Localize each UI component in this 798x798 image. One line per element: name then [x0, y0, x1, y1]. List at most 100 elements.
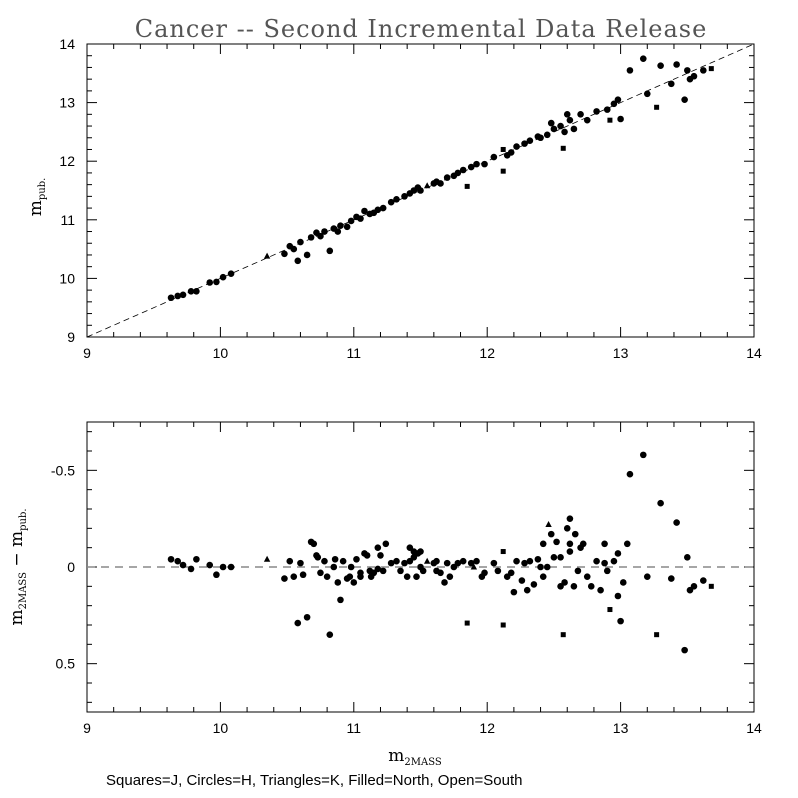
top-point-circle — [681, 96, 688, 103]
bottom-point-circle — [187, 565, 195, 573]
top-point-circle — [657, 62, 664, 69]
top-point-triangle — [263, 252, 271, 259]
bottom-point-circle — [603, 567, 611, 575]
bottom-point-circle — [417, 548, 424, 555]
bottom-point-circle — [643, 573, 651, 580]
bottom-point-circle — [454, 559, 462, 567]
bottom-xlabel-main: m — [388, 746, 404, 766]
bottom-xlabel-sub: 2MASS — [404, 757, 441, 768]
bottom-point-circle — [297, 559, 304, 567]
bottom-point-square — [500, 549, 506, 555]
bottom-point-circle — [571, 530, 579, 538]
bottom-point-circle — [167, 555, 175, 563]
bottom-point-circle — [553, 538, 560, 546]
bottom-point-circle — [681, 646, 688, 654]
bottom-point-circle — [530, 581, 538, 588]
bottom-point-circle — [326, 631, 334, 638]
bottom-point-circle — [539, 573, 547, 580]
bottom-point-circle — [593, 557, 600, 565]
top-point-circle — [206, 279, 214, 286]
bottom-point-circle — [623, 540, 631, 548]
bottom-point-circle — [614, 592, 622, 600]
bottom-point-circle — [337, 596, 344, 604]
bottom-point-circle — [321, 557, 328, 565]
bottom-point-circle — [617, 617, 624, 625]
bottom-point-triangle — [423, 557, 431, 564]
bottom-point-circle — [294, 619, 302, 627]
top-point-circle — [577, 111, 584, 118]
bottom-point-circle — [374, 565, 382, 573]
top-point-circle — [513, 143, 520, 150]
bottom-point-circle — [357, 573, 364, 580]
top-point-circle — [481, 160, 488, 168]
top-point-circle — [307, 234, 315, 241]
top-point-circle — [379, 204, 387, 212]
bottom-point-triangle — [470, 563, 478, 570]
top-point-circle — [387, 198, 395, 206]
top-point-circle — [417, 187, 424, 194]
bottom-point-circle — [174, 557, 182, 565]
bottom-ylabel: m2MASS − mpub. — [7, 508, 29, 625]
top-point-circle — [473, 160, 480, 168]
bottom-point-circle — [367, 573, 375, 580]
bottom-point-circle — [213, 571, 220, 579]
bottom-point-circle — [433, 567, 440, 575]
bottom-point-circle — [526, 557, 534, 565]
bottom-point-circle — [382, 540, 390, 548]
top-point-circle — [290, 245, 298, 253]
bottom-point-triangle — [545, 520, 552, 527]
top-axis-ticks: 9 10 11 12 13 14 9 10 11 12 13 14 — [59, 36, 762, 361]
top-point-square — [708, 66, 714, 72]
bottom-point-circle — [557, 583, 564, 590]
bottom-point-circle — [179, 561, 187, 569]
bottom-point-square — [607, 607, 613, 613]
bottom-point-circle — [377, 552, 384, 559]
bottom-point-circle — [346, 573, 354, 580]
bottom-point-circle — [374, 544, 382, 551]
bottom-point-circle — [579, 540, 587, 548]
top-point-circle — [167, 294, 175, 302]
bottom-point-circle — [363, 552, 371, 559]
top-y-tick-label: 9 — [67, 329, 75, 345]
top-point-circle — [459, 166, 467, 174]
bottom-point-circle — [387, 559, 395, 567]
bottom-point-circle — [684, 554, 691, 561]
bottom-point-circle — [601, 540, 608, 548]
top-point-circle — [507, 149, 515, 156]
top-point-circle — [213, 278, 220, 286]
bottom-point-circle — [379, 567, 387, 575]
bottom-point-circle — [583, 573, 591, 580]
top-x-tick-label: 14 — [746, 345, 762, 361]
bottom-point-circle — [227, 563, 235, 571]
top-point-square — [654, 104, 660, 110]
top-point-circle — [294, 257, 302, 265]
bottom-point-circle — [619, 579, 627, 586]
bottom-point-circle — [490, 559, 498, 567]
top-point-circle — [347, 217, 355, 225]
bottom-point-circle — [339, 557, 347, 565]
bottom-point-circle — [323, 573, 331, 580]
bottom-point-circle — [193, 555, 200, 563]
bottom-point-circle — [494, 567, 502, 575]
bottom-point-circle — [667, 575, 675, 582]
bottom-point-square — [560, 632, 566, 638]
bottom-point-circle — [507, 569, 515, 577]
bottom-point-circle — [563, 525, 571, 532]
top-ylabel-main: m — [26, 200, 46, 216]
bottom-point-circle — [510, 588, 518, 596]
top-point-circle — [179, 291, 187, 299]
top-y-tick-label: 12 — [59, 153, 75, 169]
top-point-square — [464, 183, 470, 189]
top-point-circle — [374, 206, 382, 214]
top-point-circle — [603, 106, 611, 113]
bottom-point-circle — [557, 554, 564, 561]
top-point-circle — [490, 153, 498, 161]
bottom-point-circle — [401, 559, 408, 567]
bottom-point-circle — [537, 563, 544, 571]
bottom-point-circle — [673, 519, 680, 526]
bottom-point-circle — [700, 577, 707, 584]
top-y-tick-label: 14 — [59, 36, 75, 52]
bottom-point-circle — [290, 573, 298, 580]
bottom-point-circle — [446, 573, 454, 580]
